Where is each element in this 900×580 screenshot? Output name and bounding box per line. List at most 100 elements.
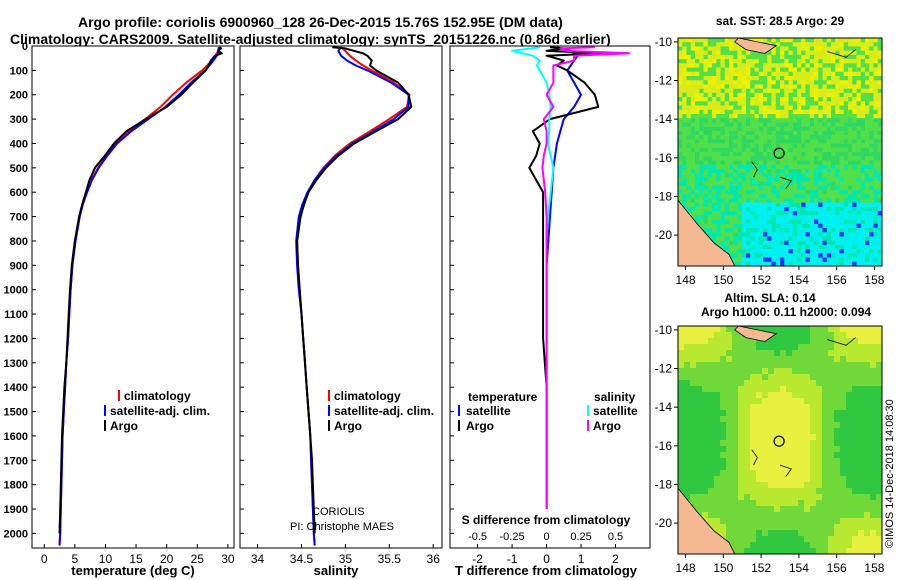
map-y-tick-label: -16 bbox=[655, 439, 673, 453]
s-diff-tick-label: 0 bbox=[543, 531, 549, 543]
depth-tick-label: 600 bbox=[10, 187, 28, 199]
depth-tick-label: 100 bbox=[10, 65, 28, 77]
sst-map-frame bbox=[677, 37, 883, 267]
s-diff-tick-label: -0.25 bbox=[500, 531, 525, 543]
map-y-tick-label: -20 bbox=[655, 228, 673, 242]
d-legend-tsat-swatch bbox=[458, 405, 460, 416]
sla-map-frame bbox=[677, 325, 883, 555]
map-y-tick-label: -14 bbox=[655, 400, 673, 414]
series-temperature-argo bbox=[528, 46, 603, 509]
temperature-legend: climatology satellite-adj. clim. Argo bbox=[104, 389, 210, 433]
map-x-tick-label: 158 bbox=[864, 273, 884, 287]
x-tick-label: 0 bbox=[41, 552, 48, 566]
depth-tick-label: 900 bbox=[10, 260, 28, 272]
series-argo bbox=[296, 46, 413, 534]
x-tick-label: 36 bbox=[427, 552, 441, 566]
map-x-tick-label: 154 bbox=[789, 561, 809, 575]
map-y-tick-label: -18 bbox=[655, 477, 673, 491]
map-x-tick-label: 152 bbox=[751, 561, 771, 575]
depth-tick-label: 2000 bbox=[4, 528, 28, 540]
temperature-xlabel: temperature (deg C) bbox=[71, 563, 195, 578]
d-legend-sargo-swatch bbox=[587, 420, 589, 431]
map-y-tick-label: -12 bbox=[655, 362, 673, 376]
depth-tick-label: 200 bbox=[10, 90, 28, 102]
d-legend-tsat-label: satellite bbox=[466, 404, 511, 418]
x-tick-label: 25 bbox=[191, 552, 205, 566]
legend-clim-label: climatology bbox=[124, 389, 191, 403]
x-tick-label: 2 bbox=[612, 552, 619, 566]
d-legend-sargo-label: Argo bbox=[593, 419, 621, 433]
difference-legend: temperature satellite Argo salinity sate… bbox=[458, 390, 638, 543]
map-x-tick-label: 150 bbox=[713, 561, 733, 575]
x-tick-label: 1 bbox=[578, 552, 585, 566]
land-australia bbox=[678, 487, 736, 554]
x-tick-label: -1 bbox=[507, 552, 518, 566]
figure-title-line1: Argo profile: coriolis 6900960_128 26-De… bbox=[78, 14, 563, 30]
map-x-tick-label: 148 bbox=[676, 561, 696, 575]
x-tick-label: -2 bbox=[472, 552, 483, 566]
sst-map-title: sat. SST: 28.5 Argo: 29 bbox=[716, 14, 845, 28]
s-diff-tick-label: 0.25 bbox=[570, 531, 591, 543]
legend-salinity-title: salinity bbox=[594, 390, 636, 404]
x-tick-label: 34.5 bbox=[290, 552, 314, 566]
d-legend-ssat-label: satellite bbox=[593, 404, 638, 418]
depth-tick-label: 0 bbox=[22, 41, 28, 53]
sst-profile-location-marker bbox=[773, 147, 785, 159]
map-x-tick-label: 150 bbox=[713, 273, 733, 287]
reef-outline bbox=[751, 161, 758, 178]
pi-label: PI: Christophe MAES bbox=[290, 521, 394, 533]
s-legend-sat-label: satellite-adj. clim. bbox=[334, 404, 434, 418]
depth-tick-label: 1100 bbox=[4, 309, 28, 321]
map-y-tick-label: -16 bbox=[655, 151, 673, 165]
depth-tick-label: 500 bbox=[10, 163, 28, 175]
salinity-legend: climatology satellite-adj. clim. Argo CO… bbox=[290, 389, 434, 533]
reef-outline bbox=[751, 449, 758, 466]
x-tick-label: 10 bbox=[99, 552, 113, 566]
x-tick-label: 20 bbox=[160, 552, 174, 566]
depth-tick-label: 1400 bbox=[4, 382, 28, 394]
s-legend-argo-swatch bbox=[328, 420, 330, 431]
reef-outline bbox=[779, 176, 792, 189]
map-x-tick-label: 156 bbox=[827, 273, 847, 287]
map-x-tick-label: 158 bbox=[864, 561, 884, 575]
d-legend-targo-label: Argo bbox=[466, 419, 494, 433]
x-tick-label: 5 bbox=[72, 552, 79, 566]
map-x-tick-label: 152 bbox=[751, 273, 771, 287]
sla-map-title-line2: Argo h1000: 0.11 h2000: 0.094 bbox=[701, 305, 871, 319]
sla-map: 148 150 152 154 156 158 -10 -12 -14 -16 -18 -20 bbox=[655, 323, 885, 575]
legend-argo-label: Argo bbox=[110, 419, 138, 433]
reef-outline bbox=[827, 49, 856, 58]
difference-xlabel: T difference from climatology bbox=[455, 563, 638, 578]
series-salinity-argo bbox=[541, 46, 631, 509]
legend-sat-swatch bbox=[104, 405, 106, 416]
x-tick-label: 0 bbox=[543, 552, 550, 566]
legend-temperature-title: temperature bbox=[468, 390, 538, 404]
legend-sat-label: satellite-adj. clim. bbox=[110, 404, 210, 418]
map-y-tick-label: -10 bbox=[655, 35, 673, 49]
d-legend-targo-swatch bbox=[458, 420, 460, 431]
depth-tick-label: 800 bbox=[10, 236, 28, 248]
land-north bbox=[734, 38, 778, 54]
depth-tick-label: 1700 bbox=[4, 455, 28, 467]
x-tick-label: 35.5 bbox=[378, 552, 402, 566]
sla-profile-location-marker bbox=[773, 435, 785, 447]
x-tick-label: 30 bbox=[221, 552, 235, 566]
depth-tick-label: 700 bbox=[10, 212, 28, 224]
depth-tick-label: 1600 bbox=[4, 431, 28, 443]
salinity-panel bbox=[239, 45, 443, 549]
reef-outline bbox=[827, 337, 856, 346]
map-x-tick-label: 148 bbox=[676, 273, 696, 287]
depth-tick-label: 1000 bbox=[4, 285, 28, 297]
coriolis-label: CORIOLIS bbox=[312, 506, 365, 518]
s-diff-tick-label: -0.5 bbox=[468, 531, 487, 543]
map-y-tick-label: -12 bbox=[655, 74, 673, 88]
x-tick-label: 15 bbox=[129, 552, 143, 566]
s-diff-tick-label: 0.5 bbox=[608, 531, 623, 543]
s-legend-argo-label: Argo bbox=[334, 419, 362, 433]
map-y-tick-label: -14 bbox=[655, 112, 673, 126]
d-legend-ssat-swatch bbox=[587, 405, 589, 416]
s-legend-sat-swatch bbox=[328, 405, 330, 416]
depth-tick-label: 1200 bbox=[4, 333, 28, 345]
land-north bbox=[734, 326, 778, 342]
